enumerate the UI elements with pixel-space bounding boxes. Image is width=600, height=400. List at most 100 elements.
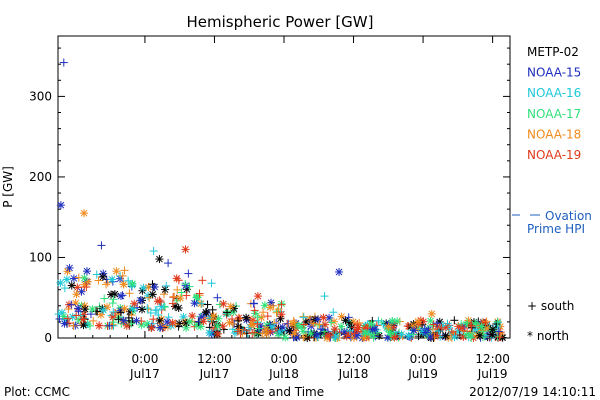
data-point [119,280,128,289]
data-point [278,323,287,332]
data-point [80,209,89,218]
data-point [160,290,169,299]
data-point [320,292,329,301]
data-point [275,327,284,336]
data-point [155,296,164,305]
data-point [118,271,127,280]
data-point [428,321,437,330]
data-point [355,318,364,327]
data-point [277,310,286,319]
x-tick-label-time: 0:00 [410,352,437,366]
data-point [55,314,64,323]
data-point [299,313,308,322]
data-point [199,317,208,326]
data-point [229,319,238,328]
data-point [102,280,111,289]
data-point [63,314,72,323]
data-point [313,330,322,339]
data-point [168,299,177,308]
footer-right: 2012/07/19 14:10:11 [469,385,596,399]
x-tick-label-date: Jul19 [477,367,508,381]
data-point [112,267,121,276]
data-point [145,293,154,302]
data-point [124,276,133,285]
data-point [238,329,247,338]
data-point [99,306,108,315]
data-point [488,330,497,339]
data-point [108,275,117,284]
data-point [149,315,158,324]
data-point [64,305,73,314]
data-point [203,300,212,309]
marker-legend: + south * north [527,299,574,343]
data-point [450,333,459,342]
y-tick-label: 300 [29,89,52,103]
data-point [495,333,504,342]
data-point [109,295,118,304]
data-point [253,319,262,328]
data-point [266,303,275,312]
x-tick-label-time: 0:00 [271,352,298,366]
data-point [194,318,203,327]
marker-legend-entry: * north [527,329,569,343]
data-point [132,316,141,325]
data-point [390,333,399,342]
data-point [181,245,190,254]
data-point [323,331,332,340]
data-point [344,313,353,322]
data-point [111,308,120,317]
data-point [69,274,78,283]
data-point [223,308,232,317]
legend-entry: NOAA-16 [527,86,581,100]
data-point [361,328,370,337]
data-point [103,278,112,287]
data-point [176,294,185,303]
data-point [250,306,259,315]
data-point [65,263,74,272]
data-point [105,321,114,330]
data-point [146,308,155,317]
data-point [80,274,89,283]
legend-entry: NOAA-15 [527,66,581,80]
data-point [299,312,308,321]
data-point [198,276,207,285]
data-point [397,330,406,339]
data-point [72,311,81,320]
data-point [100,294,109,303]
data-point [471,325,480,334]
x-tick-label-time: 12:00 [336,352,371,366]
data-point [213,321,222,330]
data-point [60,284,69,293]
data-point [130,299,139,308]
data-point [467,331,476,340]
data-point [350,329,359,338]
x-axis-label: Date and Time [236,385,324,399]
data-point [143,304,152,313]
data-point [479,327,488,336]
data-point [249,299,258,308]
data-point [361,323,370,332]
data-point [208,305,217,314]
data-point [235,325,244,334]
data-point [250,328,259,337]
data-point [463,318,472,327]
chart-title: Hemispheric Power [GW] [187,13,374,31]
footer-left: Plot: CCMC [4,385,70,399]
data-point [174,276,183,285]
x-tick-label-date: Jul18 [268,367,299,381]
ovation-label-line1: Ovation [545,209,592,223]
x-tick-label-date: Jul18 [338,367,369,381]
data-point [377,318,386,327]
data-point [441,331,450,340]
data-point [59,58,68,67]
data-point [168,318,177,327]
data-point [162,281,171,290]
data-point [207,279,216,288]
data-point [209,311,218,320]
data-point [450,316,459,325]
data-point [56,201,65,210]
data-point [259,308,268,317]
data-point [427,309,436,318]
data-point [190,299,199,308]
